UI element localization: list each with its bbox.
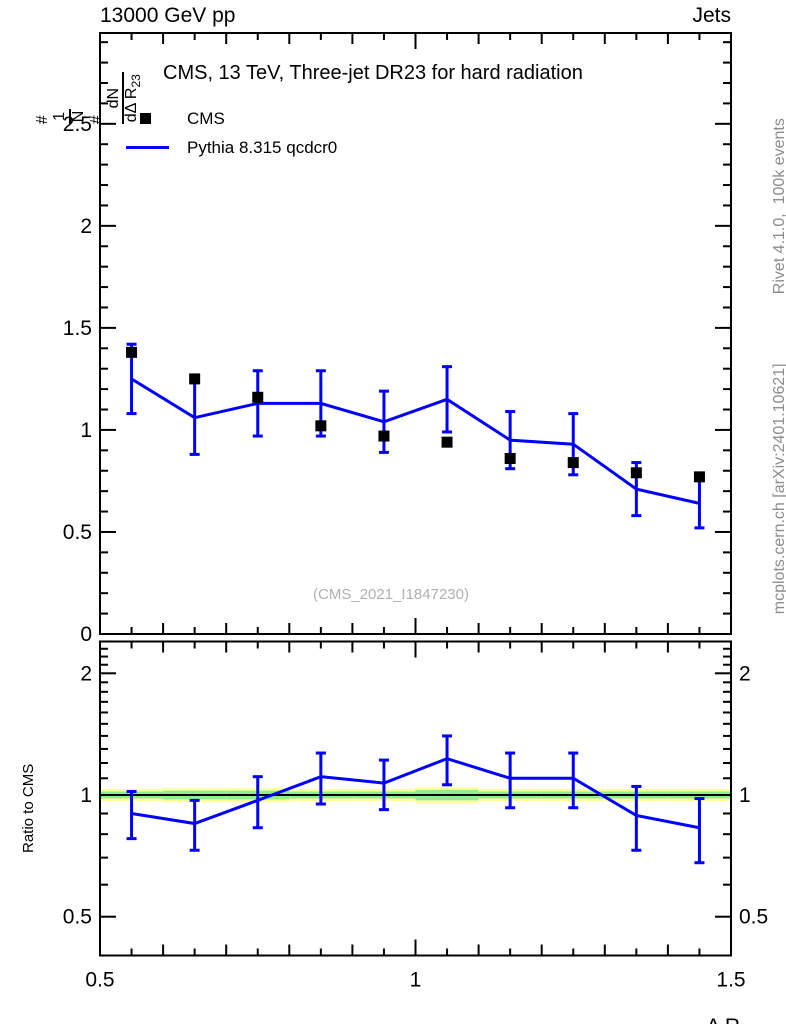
cms-data-points	[126, 346, 705, 483]
plot-title: CMS, 13 TeV, Three-jet DR23 for hard rad…	[163, 62, 583, 84]
svg-text:1: 1	[739, 784, 751, 807]
svg-text:0: 0	[80, 623, 92, 646]
beam-energy-label: 13000 GeV pp	[100, 4, 236, 27]
axis-ticks	[99, 33, 732, 956]
ratio-line	[131, 757, 700, 830]
svg-text:0.5: 0.5	[63, 521, 92, 544]
svg-text:1.5: 1.5	[63, 317, 92, 340]
svg-text:1: 1	[80, 784, 92, 807]
svg-text:1: 1	[410, 969, 422, 992]
svg-text:2: 2	[739, 662, 751, 685]
mcplots-arxiv-note: mcplots.cern.ch [arXiv:2401.10621]	[771, 363, 786, 615]
svg-text:0.5: 0.5	[739, 906, 768, 929]
analysis-id-watermark: (CMS_2021_I1847230)	[313, 586, 469, 603]
svg-text:0.5: 0.5	[63, 906, 92, 929]
analysis-group-label: Jets	[692, 4, 731, 27]
x-axis-label: Δ R23	[684, 991, 753, 1024]
ratio-y-axis-label: Ratio to CMS	[20, 763, 37, 853]
svg-text:1: 1	[80, 419, 92, 442]
axis-tick-labels: 0 0.5 1 1.5 2 2.5 0.5 0.5 1 1 2 2 0.5 1 1.5	[63, 113, 768, 992]
pythia-line-icon	[126, 146, 169, 149]
legend-item-pythia: Pythia 8.315 qcdcr0	[187, 138, 338, 157]
svg-text:1.5: 1.5	[716, 969, 745, 992]
svg-text:2: 2	[80, 662, 92, 685]
cms-marker-icon	[140, 113, 151, 124]
pythia-error-bars	[126, 342, 705, 530]
legend-item-cms: CMS	[187, 109, 225, 128]
rivet-version-note: Rivet 4.1.0, 100k events	[771, 118, 786, 295]
svg-text:2.5: 2.5	[63, 113, 92, 136]
pythia-line	[130, 377, 700, 505]
ratio-error-bars	[126, 734, 705, 865]
svg-text:2: 2	[80, 215, 92, 238]
svg-text:0.5: 0.5	[85, 969, 114, 992]
